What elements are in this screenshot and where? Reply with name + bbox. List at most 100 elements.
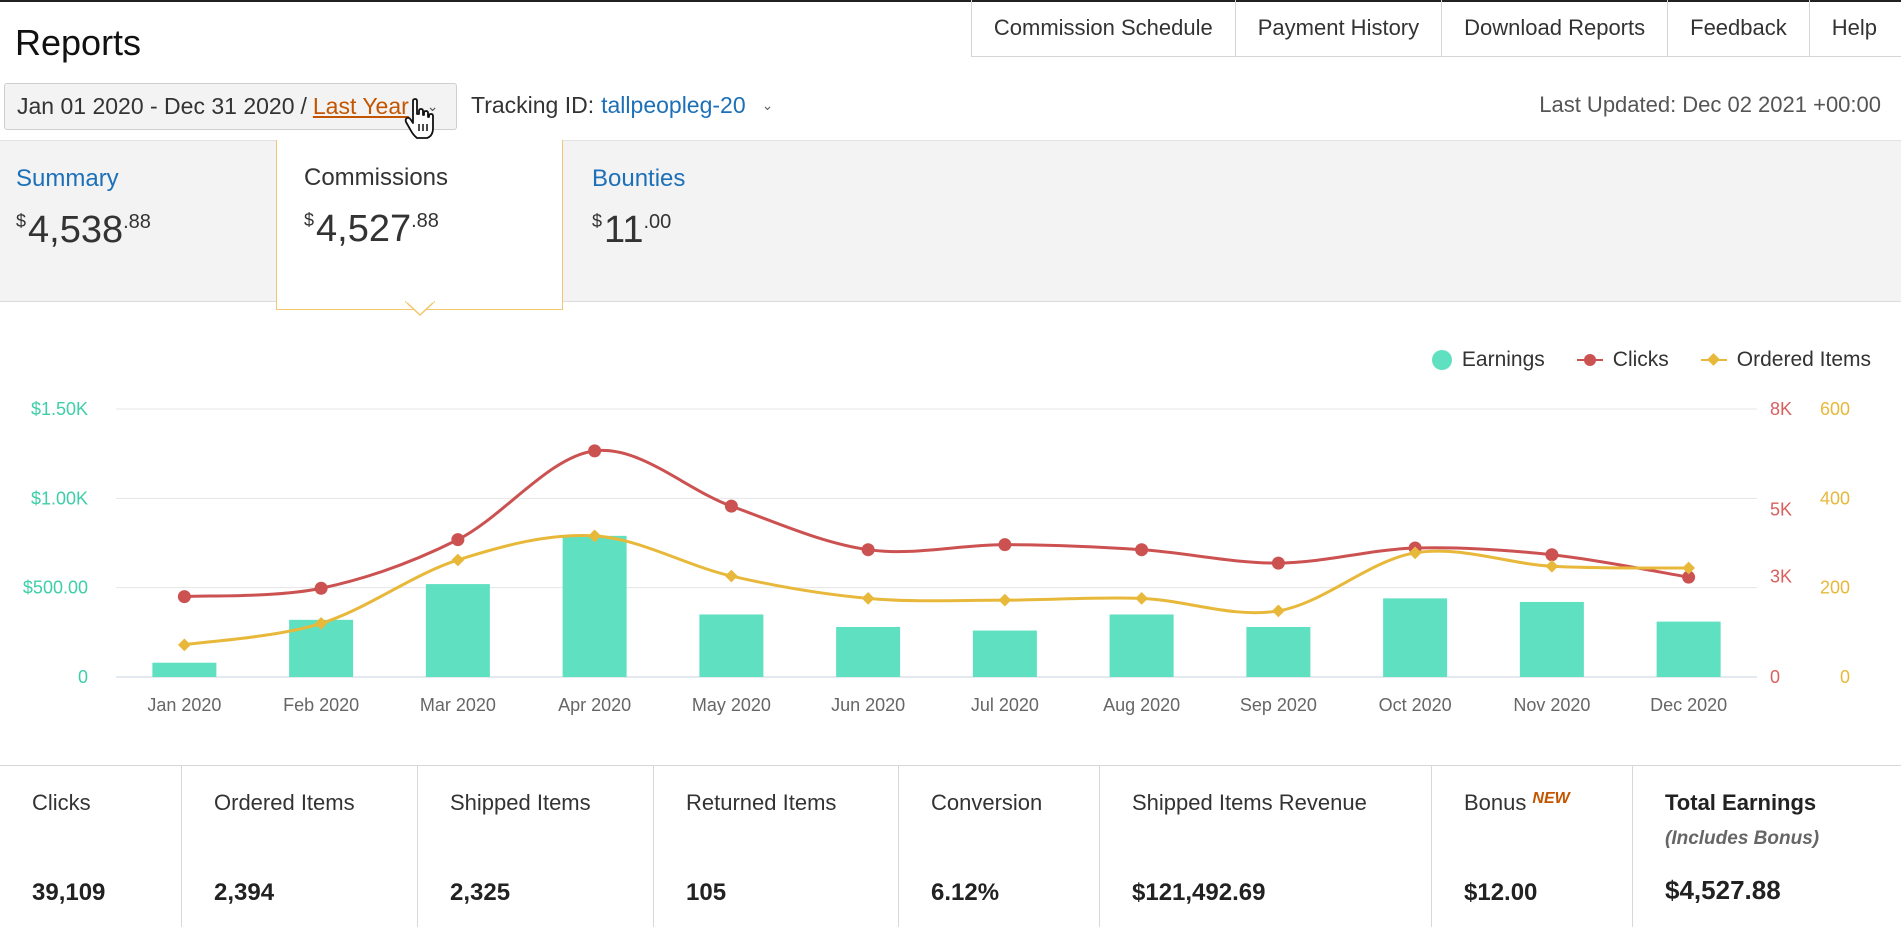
summary-band: Summary $ 4,538 .88 Commissions $ 4,527 … <box>0 140 1901 310</box>
nav-payment-history[interactable]: Payment History <box>1236 0 1443 56</box>
stat-sublabel: (Includes Bonus) <box>1665 828 1820 849</box>
x-tick-label: Feb 2020 <box>283 695 359 715</box>
stat-label: Ordered Items <box>214 790 355 815</box>
x-tick-label: Nov 2020 <box>1513 695 1590 715</box>
stat-label: Total Earnings <box>1665 790 1817 815</box>
x-tick-label: Oct 2020 <box>1379 695 1452 715</box>
clicks-point <box>177 590 191 604</box>
window-top-border <box>0 0 1901 2</box>
stat-label: Returned Items <box>686 790 837 815</box>
stat-value: 105 <box>686 879 727 906</box>
y-left-tick-label: $500.00 <box>23 578 88 598</box>
nav-help[interactable]: Help <box>1831 15 1877 40</box>
nav-download-reports[interactable]: Download Reports <box>1442 0 1669 56</box>
earnings-bar <box>1383 598 1448 677</box>
stat-value: $12.00 <box>1464 879 1538 906</box>
y-left-tick-label: $1.50K <box>31 399 88 419</box>
y-right-items-tick-label: 400 <box>1820 488 1850 508</box>
amount-whole: 4,538 <box>28 209 124 251</box>
x-tick-label: Mar 2020 <box>420 695 496 715</box>
top-nav: Commission Schedule Payment History Down… <box>970 0 1901 57</box>
legend-clicks[interactable]: Clicks <box>1576 348 1669 372</box>
y-right-clicks-tick-label: 5K <box>1770 500 1792 520</box>
summary-amount: $ 4,538 .88 <box>16 209 286 252</box>
last-updated-label: Last Updated: <box>1539 92 1677 117</box>
stat-bonus: Bonus NEW $12.00 <box>1432 766 1633 927</box>
clicks-point <box>1682 570 1696 584</box>
tracking-id-label: Tracking ID: <box>471 92 595 118</box>
ordered-items-point <box>1272 604 1285 618</box>
earnings-bar <box>152 662 217 677</box>
stat-shipped-items: Shipped Items 2,325 <box>418 766 654 927</box>
last-updated-value: Dec 02 2021 +00:00 <box>1682 92 1881 117</box>
ordered-items-swatch-icon <box>1700 353 1727 367</box>
amount-cents: .88 <box>123 211 151 233</box>
legend-earnings-label: Earnings <box>1461 348 1545 371</box>
new-badge: NEW <box>1532 790 1570 807</box>
bonus-label: Bonus <box>1464 790 1527 815</box>
stat-returned-items: Returned Items 105 <box>654 766 899 927</box>
y-right-clicks-tick-label: 8K <box>1770 399 1792 419</box>
clicks-point <box>1135 543 1149 557</box>
commissions-amount: $ 4,527 .88 <box>304 208 562 251</box>
stat-value: 39,109 <box>32 879 106 906</box>
tab-summary[interactable]: Summary $ 4,538 .88 <box>0 141 286 303</box>
clicks-point <box>451 533 465 547</box>
earnings-chart: 0 $500.00 $1.00K $1.50K 0 3K 5K 8K 0 200 400 600 Jan… <box>23 399 1850 715</box>
x-tick-label: May 2020 <box>692 695 771 715</box>
tab-bounties[interactable]: Bounties $ 11 .00 <box>576 141 862 303</box>
y-left-tick-label: 0 <box>78 667 88 687</box>
x-tick-label: Jul 2020 <box>971 695 1039 715</box>
nav-commission-schedule[interactable]: Commission Schedule <box>972 0 1236 56</box>
amount-whole: 11 <box>604 209 644 251</box>
ordered-items-point <box>178 638 191 652</box>
currency-symbol: $ <box>592 211 603 231</box>
ordered-items-point <box>314 617 328 630</box>
x-tick-label: Jun 2020 <box>831 695 905 715</box>
clicks-line <box>184 448 1689 599</box>
ordered-items-point <box>861 592 875 605</box>
tab-commissions-label: Commissions <box>304 164 449 191</box>
stat-label: Bonus NEW <box>1464 790 1632 816</box>
stat-clicks: Clicks 39,109 <box>0 766 182 927</box>
date-range-text: Jan 01 2020 - Dec 31 2020 <box>17 93 295 119</box>
y-right-items-tick-label: 600 <box>1820 399 1850 419</box>
clicks-point <box>588 444 602 458</box>
y-left-tick-label: $1.00K <box>31 488 88 508</box>
earnings-bar <box>1656 621 1721 677</box>
clicks-point <box>724 499 738 513</box>
stat-value: $4,527.88 <box>1665 875 1781 905</box>
earnings-bar <box>972 630 1037 677</box>
stat-label: Clicks <box>32 790 91 815</box>
legend-ordered-items-label: Ordered Items <box>1736 348 1871 371</box>
ordered-items-point <box>1545 559 1559 573</box>
stat-value: $121,492.69 <box>1132 879 1266 906</box>
earnings-bar <box>1109 614 1174 677</box>
clicks-swatch-icon <box>1576 353 1603 367</box>
currency-symbol: $ <box>16 211 27 231</box>
y-right-items-tick-label: 0 <box>1840 667 1850 687</box>
stat-label: Conversion <box>931 790 1043 815</box>
date-range-dropdown[interactable]: Jan 01 2020 - Dec 31 2020 / Last Year ⌄ <box>4 83 457 130</box>
amount-cents: .88 <box>411 210 439 232</box>
x-tick-label: Jan 2020 <box>147 695 221 715</box>
legend-earnings[interactable]: Earnings <box>1431 348 1545 372</box>
stat-value: 2,325 <box>450 879 511 906</box>
stat-total-earnings: Total Earnings (Includes Bonus) $4,527.8… <box>1633 766 1901 927</box>
stat-value: 6.12% <box>931 879 1000 906</box>
earnings-bar <box>562 535 627 677</box>
y-right-clicks-tick-label: 0 <box>1770 667 1780 687</box>
period-link[interactable]: Last Year <box>312 93 409 119</box>
legend-ordered-items[interactable]: Ordered Items <box>1700 348 1871 372</box>
currency-symbol: $ <box>304 210 315 230</box>
ordered-items-point <box>725 569 738 583</box>
nav-feedback[interactable]: Feedback <box>1668 0 1810 56</box>
chart-legend: Earnings Clicks Ordered Items <box>1431 348 1871 372</box>
clicks-point <box>1545 548 1559 562</box>
earnings-bar <box>1246 626 1311 677</box>
tracking-id-dropdown[interactable]: Tracking ID: tallpeopleg-20 ⌄ <box>471 92 773 119</box>
tab-commissions[interactable]: Commissions $ 4,527 .88 <box>276 140 563 310</box>
stat-ordered-items: Ordered Items 2,394 <box>182 766 418 927</box>
last-updated: Last Updated: Dec 02 2021 +00:00 <box>1539 92 1881 118</box>
y-right-clicks-tick-label: 3K <box>1770 567 1792 587</box>
